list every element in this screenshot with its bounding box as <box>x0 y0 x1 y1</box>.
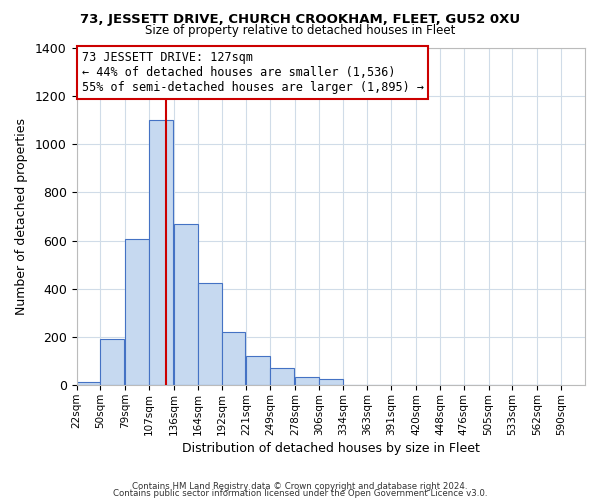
Bar <box>221 332 245 386</box>
Text: 73, JESSETT DRIVE, CHURCH CROOKHAM, FLEET, GU52 0XU: 73, JESSETT DRIVE, CHURCH CROOKHAM, FLEE… <box>80 12 520 26</box>
Bar <box>247 356 270 386</box>
Y-axis label: Number of detached properties: Number of detached properties <box>15 118 28 315</box>
X-axis label: Distribution of detached houses by size in Fleet: Distribution of detached houses by size … <box>182 442 480 455</box>
Bar <box>174 224 197 386</box>
Bar <box>295 377 319 386</box>
Bar <box>319 380 343 386</box>
Bar <box>149 120 173 386</box>
Text: 73 JESSETT DRIVE: 127sqm
← 44% of detached houses are smaller (1,536)
55% of sem: 73 JESSETT DRIVE: 127sqm ← 44% of detach… <box>82 51 424 94</box>
Bar <box>270 368 294 386</box>
Bar <box>125 240 149 386</box>
Text: Contains public sector information licensed under the Open Government Licence v3: Contains public sector information licen… <box>113 490 487 498</box>
Text: Contains HM Land Registry data © Crown copyright and database right 2024.: Contains HM Land Registry data © Crown c… <box>132 482 468 491</box>
Bar <box>100 340 124 386</box>
Text: Size of property relative to detached houses in Fleet: Size of property relative to detached ho… <box>145 24 455 37</box>
Bar <box>197 282 221 386</box>
Bar <box>77 382 100 386</box>
